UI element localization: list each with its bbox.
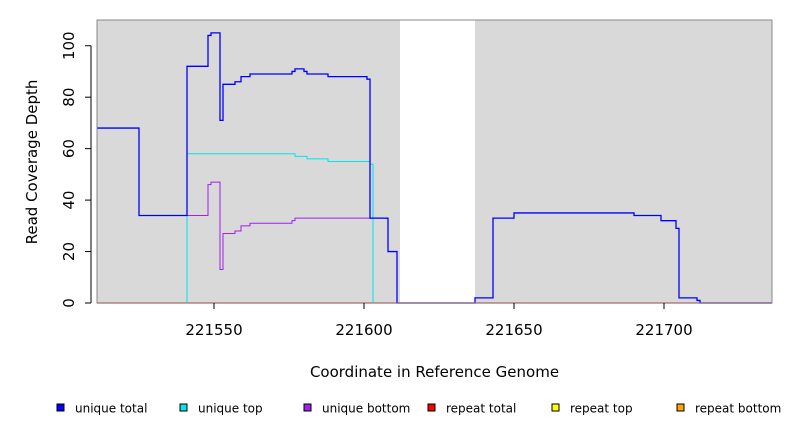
x-tick-label-221600: 221600 (335, 321, 392, 339)
legend-label-repeat-total: repeat total (446, 402, 516, 416)
x-tick-label-221650: 221650 (485, 321, 542, 339)
y-tick-label-80: 80 (60, 88, 78, 107)
y-tick-label-40: 40 (60, 191, 78, 210)
x-axis: 221550 221600 221650 221700 (185, 303, 693, 339)
legend-label-repeat-bottom: repeat bottom (695, 402, 781, 416)
y-tick-label-100: 100 (60, 31, 78, 60)
y-axis: 0 20 40 60 80 100 (60, 31, 92, 308)
x-tick-label-221550: 221550 (185, 321, 242, 339)
legend-label-unique-total: unique total (75, 402, 147, 416)
y-tick-label-0: 0 (60, 298, 78, 308)
plot-frame (96, 19, 773, 304)
x-tick-label-221700: 221700 (635, 321, 692, 339)
legend-swatch-unique-top (179, 403, 188, 412)
x-axis-label: Coordinate in Reference Genome (310, 363, 559, 381)
y-axis-label: Read Coverage Depth (23, 80, 41, 245)
legend-swatch-repeat-total (427, 403, 436, 412)
legend-swatch-repeat-top (551, 403, 560, 412)
series-line-unique-bottom (97, 127, 398, 303)
y-tick-label-60: 60 (60, 139, 78, 158)
y-tick-label-20: 20 (60, 242, 78, 261)
legend-label-unique-top: unique top (198, 402, 263, 416)
legend-swatch-repeat-bottom (676, 403, 685, 412)
legend-swatch-unique-bottom (303, 403, 312, 412)
legend-label-unique-bottom: unique bottom (322, 402, 410, 416)
series-line-unique-total (97, 32, 772, 304)
legend-label-repeat-top: repeat top (570, 402, 633, 416)
shaded-regions-layer (97, 20, 772, 303)
legend-swatch-unique-total (56, 403, 65, 412)
series-line-unique-top (97, 153, 397, 304)
legend: unique total unique top unique bottom repea… (56, 402, 781, 416)
shaded-region-2 (475, 20, 772, 303)
